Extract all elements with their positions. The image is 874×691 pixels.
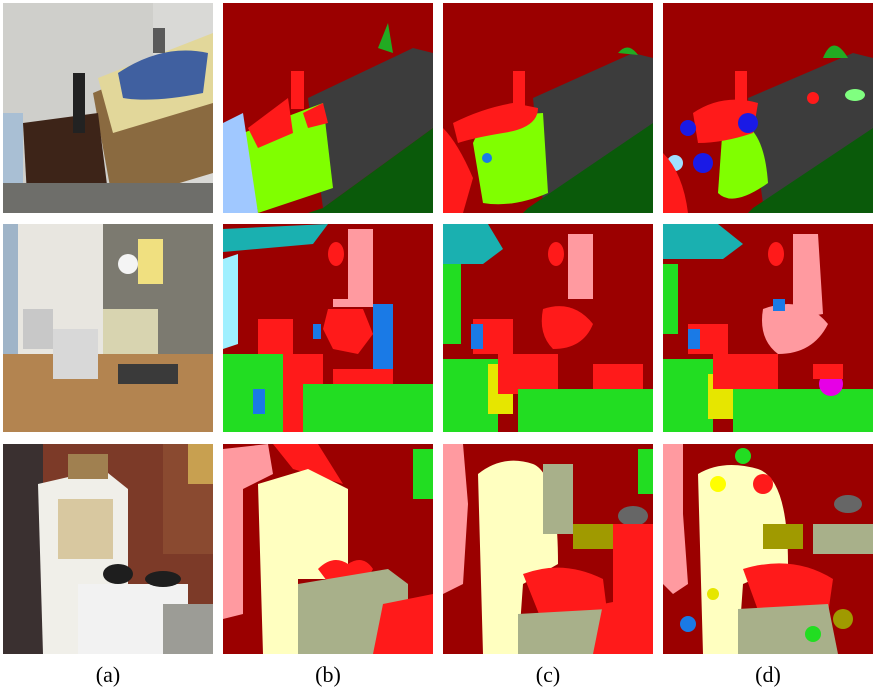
segmentation-prediction-c-kitchen [443, 444, 653, 654]
segmentation-prediction-d-bedroom [663, 3, 873, 213]
column-label-d: (d) [755, 662, 781, 687]
segmentation-prediction-c-bedroom [443, 3, 653, 213]
segmentation-prediction-c-office [443, 224, 653, 432]
photo-kitchen [3, 444, 213, 654]
photo-bedroom [3, 3, 213, 213]
segmentation-prediction-d-kitchen [663, 444, 873, 654]
column-label-b: (b) [315, 662, 341, 687]
segmentation-ground-truth-kitchen [223, 444, 433, 654]
segmentation-ground-truth-bedroom [223, 3, 433, 213]
segmentation-ground-truth-office [223, 224, 433, 432]
column-label-a: (a) [95, 662, 121, 687]
column-label-c: (c) [535, 662, 561, 687]
photo-office [3, 224, 213, 432]
segmentation-prediction-d-office [663, 224, 873, 432]
